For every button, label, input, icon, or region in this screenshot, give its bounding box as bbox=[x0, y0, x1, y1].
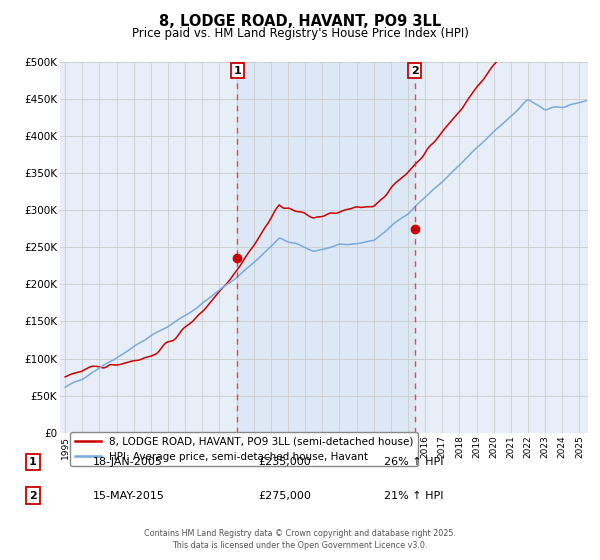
Text: 18-JAN-2005: 18-JAN-2005 bbox=[93, 457, 163, 467]
Text: 26% ↑ HPI: 26% ↑ HPI bbox=[384, 457, 443, 467]
Text: 21% ↑ HPI: 21% ↑ HPI bbox=[384, 491, 443, 501]
Text: Price paid vs. HM Land Registry's House Price Index (HPI): Price paid vs. HM Land Registry's House … bbox=[131, 27, 469, 40]
Text: 1: 1 bbox=[29, 457, 37, 467]
Text: £275,000: £275,000 bbox=[258, 491, 311, 501]
Legend: 8, LODGE ROAD, HAVANT, PO9 3LL (semi-detached house), HPI: Average price, semi-d: 8, LODGE ROAD, HAVANT, PO9 3LL (semi-det… bbox=[70, 432, 418, 466]
Text: 15-MAY-2015: 15-MAY-2015 bbox=[93, 491, 165, 501]
Text: Contains HM Land Registry data © Crown copyright and database right 2025.
This d: Contains HM Land Registry data © Crown c… bbox=[144, 529, 456, 550]
Text: £235,000: £235,000 bbox=[258, 457, 311, 467]
Text: 1: 1 bbox=[233, 66, 241, 76]
Text: 2: 2 bbox=[410, 66, 418, 76]
Text: 8, LODGE ROAD, HAVANT, PO9 3LL: 8, LODGE ROAD, HAVANT, PO9 3LL bbox=[159, 14, 441, 29]
Bar bbox=[238, 62, 415, 433]
Text: 2: 2 bbox=[29, 491, 37, 501]
